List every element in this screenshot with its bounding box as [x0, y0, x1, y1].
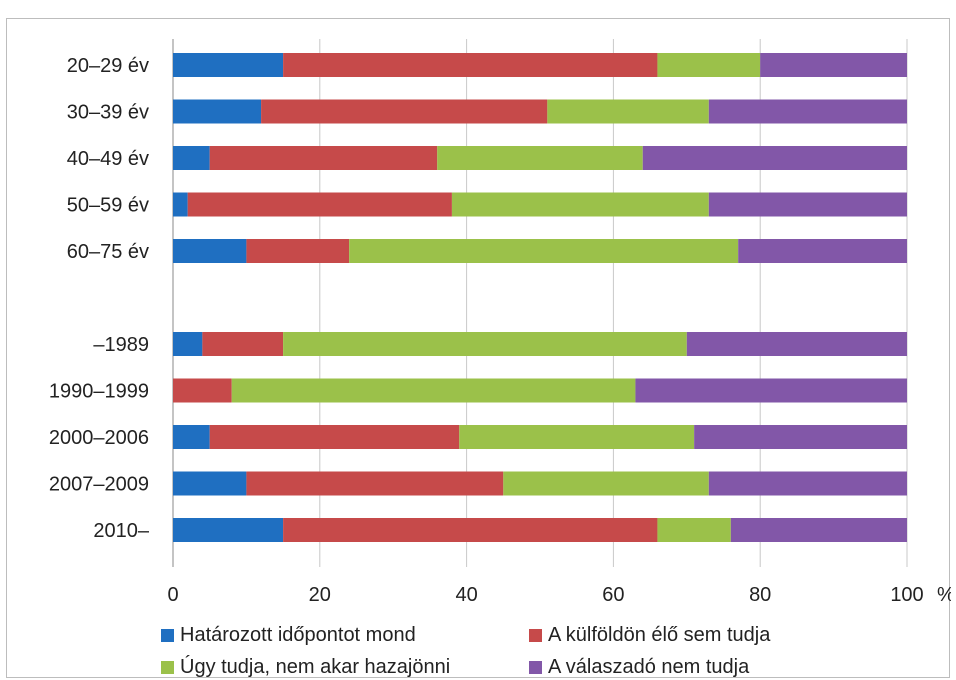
x-tick-40: 40	[455, 584, 477, 606]
category-label: –1989	[93, 334, 149, 356]
bar-segment-s2-c6	[283, 332, 687, 356]
bar-segment-s3-c4	[738, 239, 907, 263]
bar-segment-s1-c3	[187, 192, 452, 217]
bar-segment-s0-c1	[173, 99, 262, 124]
category-label: 2000–2006	[49, 427, 149, 449]
bar-segment-s3-c2	[642, 146, 907, 170]
bar-segment-s3-c7	[635, 378, 907, 403]
x-unit-label: %	[937, 584, 951, 606]
bar-segment-s1-c7	[173, 378, 232, 403]
bar-segment-s0-c8	[173, 425, 210, 449]
bar-segment-s1-c10	[283, 518, 658, 542]
legend-item-3: A válaszadó nem tudja	[529, 656, 749, 679]
legend-label-2: Úgy tudja, nem akar hazajönni	[180, 656, 451, 678]
bar-segment-s2-c7	[231, 378, 636, 403]
legend-item-1: A külföldön élő sem tudja	[529, 624, 770, 647]
bar-segment-s1-c9	[246, 471, 504, 496]
stacked-bar-chart: 20–29 év 30–39 év 40–49 év 50–59 év 60–75 év…	[49, 39, 951, 606]
bar-segment-s3-c9	[708, 471, 907, 496]
bar-segment-s1-c0	[283, 53, 658, 77]
category-label: 50–59 év	[67, 195, 149, 217]
x-tick-80: 80	[749, 584, 771, 606]
category-label: 40–49 év	[67, 148, 149, 170]
bar-segment-s3-c3	[708, 192, 907, 217]
bar-segment-s2-c10	[657, 518, 731, 542]
bars	[173, 53, 907, 542]
legend-label-1: A külföldön élő sem tudja	[548, 624, 771, 646]
legend-label-3: A válaszadó nem tudja	[548, 656, 750, 678]
chart-frame: 20–29 év 30–39 év 40–49 év 50–59 év 60–75 év…	[6, 18, 951, 679]
x-tick-0: 0	[167, 584, 178, 606]
bar-segment-s1-c1	[261, 99, 548, 124]
category-label: 20–29 év	[67, 55, 149, 77]
bar-segment-s0-c3	[173, 192, 188, 217]
bar-segment-s2-c1	[547, 99, 709, 124]
x-tick-60: 60	[602, 584, 624, 606]
bar-segment-s3-c8	[694, 425, 907, 449]
category-labels: 20–29 év 30–39 év 40–49 év 50–59 év 60–75 év…	[49, 55, 150, 542]
bar-segment-s1-c8	[209, 425, 460, 449]
category-label: 2010–	[93, 520, 149, 542]
x-tick-labels: 0 20 40 60 80 100	[167, 584, 923, 606]
legend-label-0: Határozott időpontot mond	[180, 624, 416, 646]
bar-segment-s0-c10	[173, 518, 284, 542]
category-label: 60–75 év	[67, 241, 149, 263]
category-label: 2007–2009	[49, 474, 149, 496]
bar-segment-s0-c2	[173, 146, 210, 170]
bar-segment-s3-c0	[760, 53, 907, 77]
legend-swatch-2	[161, 661, 174, 674]
x-tick-100: 100	[890, 584, 923, 606]
bar-segment-s3-c6	[686, 332, 907, 356]
x-tick-20: 20	[309, 584, 331, 606]
bar-segment-s0-c0	[173, 53, 284, 77]
bar-segment-s2-c0	[657, 53, 761, 77]
bar-segment-s0-c4	[173, 239, 247, 263]
bar-segment-s2-c3	[451, 192, 709, 217]
legend-swatch-1	[529, 629, 542, 642]
bar-segment-s2-c9	[503, 471, 709, 496]
bar-segment-s2-c2	[437, 146, 643, 170]
bar-segment-s1-c2	[209, 146, 438, 170]
bar-segment-s3-c1	[708, 99, 907, 124]
category-label: 30–39 év	[67, 102, 149, 124]
legend-swatch-3	[529, 661, 542, 674]
legend-item-0: Határozott időpontot mond	[161, 624, 416, 647]
legend-swatch-0	[161, 629, 174, 642]
bar-segment-s0-c9	[173, 471, 247, 496]
bar-segment-s0-c6	[173, 332, 203, 356]
legend-item-2: Úgy tudja, nem akar hazajönni	[161, 656, 450, 679]
bar-segment-s1-c6	[202, 332, 284, 356]
bar-segment-s3-c10	[730, 518, 907, 542]
bar-segment-s2-c8	[459, 425, 695, 449]
bar-segment-s1-c4	[246, 239, 350, 263]
bar-segment-s2-c4	[349, 239, 739, 263]
category-label: 1990–1999	[49, 381, 149, 403]
